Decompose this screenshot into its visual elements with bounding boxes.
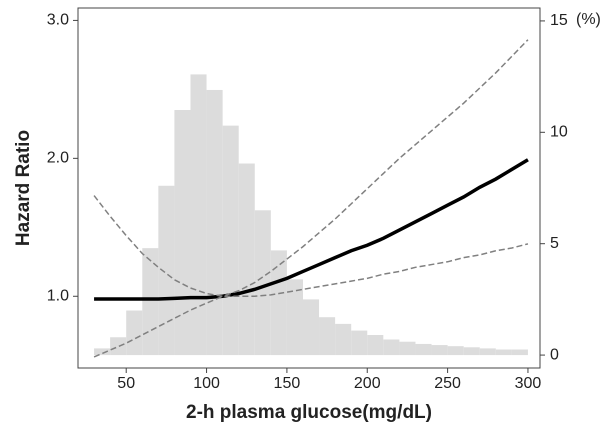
histogram-bar: [463, 347, 480, 356]
histogram-bar: [94, 348, 111, 356]
y2-tick-label: 0: [550, 346, 559, 363]
y2-tick-label: 15: [550, 12, 568, 29]
histogram-bar: [222, 125, 239, 356]
histogram-bar: [415, 343, 432, 356]
histogram-bar: [286, 279, 303, 356]
histogram-bar: [511, 349, 528, 356]
histogram-bar: [351, 330, 368, 356]
histogram-bar: [495, 349, 512, 356]
x-tick-label: 300: [515, 375, 542, 392]
y2-axis-title: (%): [576, 11, 601, 28]
histogram-bar: [447, 346, 464, 356]
y-tick-label: 3.0: [47, 12, 69, 29]
histogram-bar: [126, 310, 143, 356]
y-tick-label: 1.0: [47, 287, 69, 304]
histogram-bar: [479, 348, 496, 356]
histogram-bar: [110, 337, 127, 356]
x-tick-label: 250: [434, 375, 461, 392]
x-tick-label: 100: [193, 375, 220, 392]
curve: [94, 158, 529, 301]
histogram-bar: [190, 74, 207, 356]
histogram-bar: [254, 210, 271, 356]
histogram-bar: [431, 345, 448, 356]
histogram-bar: [174, 110, 191, 356]
x-tick-label: 200: [354, 375, 381, 392]
histogram-bar: [399, 341, 416, 356]
curve: [93, 243, 529, 358]
histogram-bar: [302, 299, 320, 356]
histogram-bar: [142, 248, 159, 356]
y2-tick-label: 5: [550, 235, 559, 252]
y-tick-label: 2.0: [47, 150, 69, 167]
x-tick-label: 50: [117, 375, 135, 392]
histogram-bar: [335, 323, 352, 356]
histogram-bar: [270, 250, 287, 356]
x-tick-label: 150: [274, 375, 301, 392]
histogram-bar: [383, 339, 400, 356]
histogram-bar: [206, 89, 223, 356]
histogram-bar: [367, 335, 384, 356]
histogram-bar: [158, 185, 175, 356]
histogram-bar: [319, 317, 336, 356]
x-axis-title: 2-h plasma glucose(mg/dL): [186, 402, 432, 423]
y2-tick-label: 10: [550, 124, 568, 141]
curve: [93, 39, 529, 298]
plot-frame: [77, 7, 541, 369]
histogram-bar: [238, 163, 255, 356]
y-axis-title: Hazard Ratio: [13, 130, 34, 246]
